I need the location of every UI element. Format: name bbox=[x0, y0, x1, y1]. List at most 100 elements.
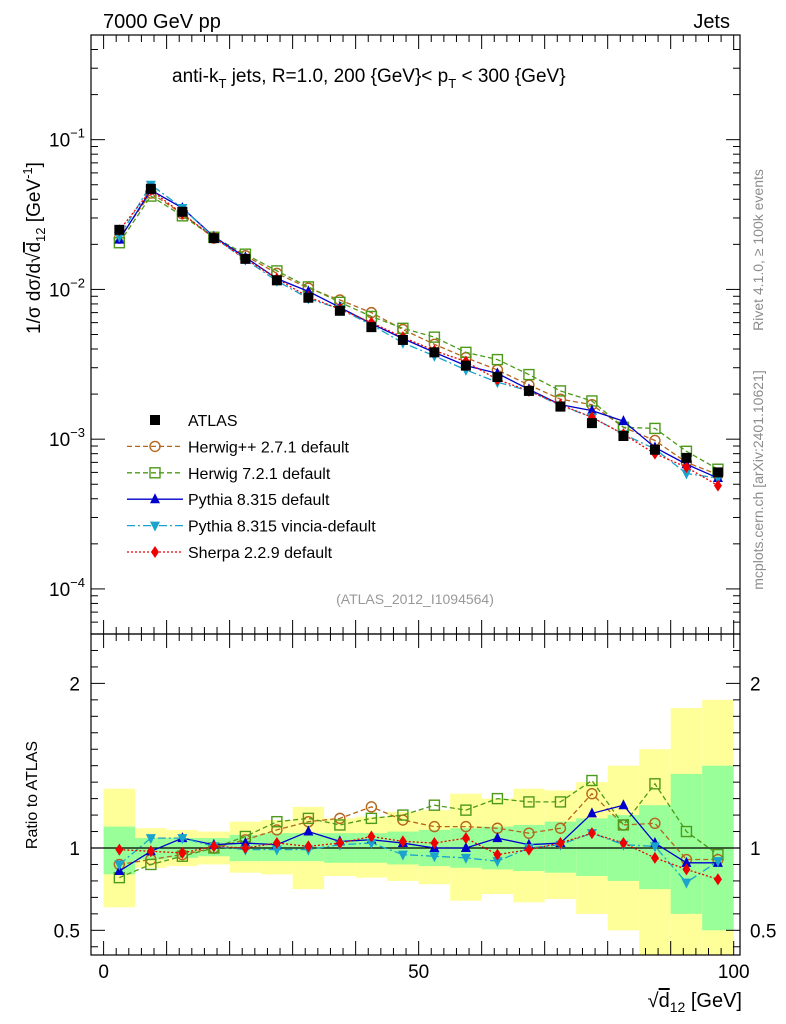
ratio-point bbox=[460, 842, 471, 852]
ratio-panel-axes: 0.5 0.5 1 1 2 2 0 50 100 bbox=[54, 633, 776, 983]
mcplots-label: mcplots.cern.ch [arXiv:2401.10621] bbox=[750, 370, 766, 589]
svg-text:Ratio to ATLAS: Ratio to ATLAS bbox=[24, 741, 41, 849]
main-point bbox=[428, 331, 441, 343]
ratio-point bbox=[681, 878, 692, 889]
ratio-point bbox=[241, 842, 250, 854]
ratio-point bbox=[460, 804, 472, 816]
x-axis-label: √d12 [GeV] bbox=[648, 990, 742, 1015]
ratio-point bbox=[712, 857, 723, 868]
ratio-frame bbox=[90, 633, 741, 956]
ratio-point bbox=[587, 827, 596, 840]
main-point bbox=[649, 422, 661, 435]
atlas-data-point bbox=[618, 430, 629, 441]
x-tick-label: 50 bbox=[408, 962, 429, 983]
atlas-data-point bbox=[649, 444, 660, 455]
legend-marker bbox=[150, 493, 160, 504]
ratio-band-green bbox=[670, 773, 703, 914]
ratio-point bbox=[523, 796, 535, 808]
ratio-point bbox=[680, 825, 693, 838]
legend-marker bbox=[149, 440, 161, 453]
atlas-data-point bbox=[460, 360, 471, 371]
ratio-point bbox=[493, 848, 502, 861]
atlas-data-point bbox=[177, 206, 188, 217]
ratio-point bbox=[429, 852, 440, 863]
ratio-point bbox=[491, 792, 504, 805]
ratio-point bbox=[586, 807, 597, 818]
ratio-point bbox=[554, 822, 567, 834]
atlas-data-point bbox=[303, 292, 314, 303]
legend-label: ATLAS bbox=[188, 413, 238, 430]
ratio-point bbox=[335, 837, 344, 850]
xlabel-unit: [GeV] bbox=[685, 990, 742, 1012]
ratio-y-tick-label-left: 1 bbox=[69, 839, 80, 860]
atlas-data-point bbox=[712, 467, 723, 478]
xlabel-radical: √ bbox=[648, 990, 659, 1012]
atlas-data-point bbox=[429, 347, 440, 358]
ratio-point bbox=[271, 824, 283, 836]
ratio-y-axis-label: Ratio to ATLAS bbox=[24, 741, 41, 849]
ratio-point bbox=[365, 812, 378, 825]
ratio-point bbox=[303, 825, 314, 836]
ratio-point bbox=[367, 830, 376, 843]
ylabel-sup: -1 bbox=[20, 167, 35, 179]
atlas-data-point bbox=[397, 334, 408, 345]
ratio-point bbox=[649, 817, 661, 830]
main-point bbox=[586, 404, 597, 415]
atlas-data-point bbox=[114, 224, 125, 235]
main-point bbox=[681, 469, 692, 480]
ratio-point bbox=[271, 815, 283, 828]
legend-marker-atlas bbox=[150, 415, 160, 425]
atlas-data-point bbox=[492, 372, 503, 383]
ratio-point bbox=[524, 843, 533, 856]
ratio-point bbox=[397, 809, 409, 821]
main-point bbox=[682, 461, 691, 474]
ratio-point bbox=[460, 820, 472, 833]
title-part-a: anti-k bbox=[172, 66, 219, 87]
svg-text:mcplots.cern.ch [arXiv:2401.10: mcplots.cern.ch [arXiv:2401.10621] bbox=[750, 370, 766, 589]
atlas-data-point bbox=[366, 322, 377, 333]
header-right: Jets bbox=[693, 11, 730, 33]
ratio-point bbox=[145, 858, 157, 871]
atlas-data-point bbox=[586, 418, 597, 429]
atlas-data-point bbox=[523, 385, 534, 396]
ylabel-close: ] bbox=[24, 162, 45, 167]
main-point bbox=[523, 368, 535, 381]
ratio-point bbox=[586, 774, 598, 787]
main-y-axis-label: 1/σ dσ/d√d12 [GeV-1] bbox=[20, 162, 48, 334]
ratio-point bbox=[177, 834, 188, 845]
atlas-data-point bbox=[240, 253, 251, 264]
analysis-id: (ATLAS_2012_I1094564) bbox=[336, 591, 494, 607]
ratio-point bbox=[461, 832, 470, 845]
main-point bbox=[713, 479, 722, 492]
ratio-point bbox=[681, 856, 692, 867]
ylabel-sub: 12 bbox=[33, 227, 48, 241]
ratio-point bbox=[428, 799, 441, 811]
ratio-point bbox=[397, 850, 408, 861]
atlas-data-point bbox=[681, 452, 692, 463]
ratio-point bbox=[334, 812, 346, 825]
ratio-point bbox=[428, 820, 441, 833]
main-y-tick-label: 10−1 bbox=[49, 126, 85, 152]
ratio-point bbox=[713, 873, 722, 886]
ratio-uncertainty-bands bbox=[103, 699, 734, 955]
main-panel-series bbox=[113, 180, 724, 492]
legend-label: Herwig++ 2.7.1 default bbox=[188, 439, 350, 456]
ratio-point bbox=[617, 819, 630, 831]
ratio-point bbox=[682, 863, 691, 876]
ratio-point bbox=[492, 832, 503, 843]
ratio-point bbox=[209, 840, 218, 853]
ratio-point bbox=[649, 778, 661, 790]
ratio-series-line bbox=[118, 832, 719, 884]
legend-label: Herwig 7.2.1 default bbox=[188, 466, 331, 483]
ratio-point bbox=[271, 845, 282, 856]
ratio-point bbox=[618, 799, 629, 810]
main-y-tick-label: 10−3 bbox=[49, 425, 85, 451]
ratio-point bbox=[586, 787, 598, 800]
atlas-data-point bbox=[208, 233, 219, 244]
ratio-point bbox=[365, 801, 378, 813]
ratio-point bbox=[430, 837, 439, 850]
rivet-version-label: Rivet 4.1.0, ≥ 100k events bbox=[750, 169, 766, 331]
ratio-point bbox=[302, 812, 315, 825]
ratio-point bbox=[460, 853, 471, 864]
